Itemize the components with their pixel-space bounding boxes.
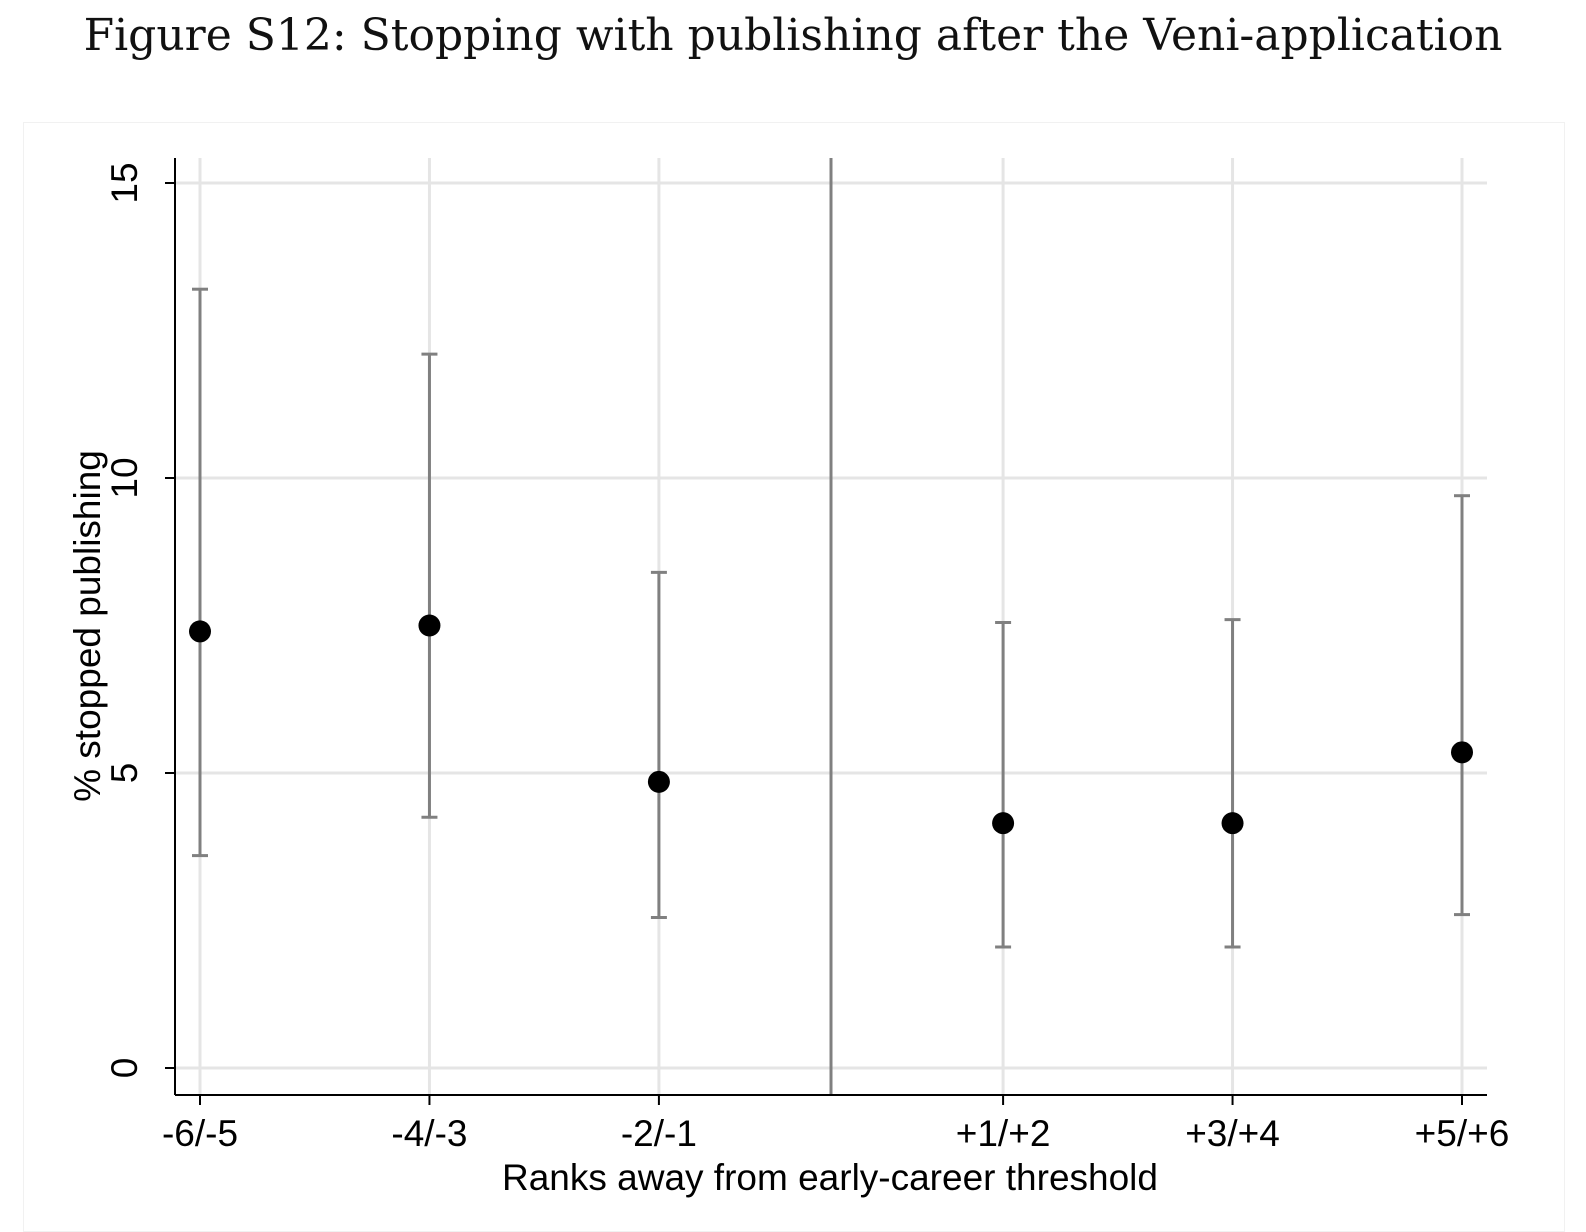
plot-panel bbox=[23, 122, 1565, 1232]
figure-title: Figure S12: Stopping with publishing aft… bbox=[83, 10, 1503, 61]
data-point bbox=[992, 812, 1015, 835]
axis-layer: 0 5 10 15 -6/-5 -4/-3 -2/-1 +1/+2 +3/+4 +5/+6 bbox=[104, 158, 1509, 1154]
y-tick-label: 5 bbox=[104, 763, 145, 784]
x-tick-label: -6/-5 bbox=[162, 1113, 238, 1154]
data-point bbox=[189, 620, 211, 643]
x-axis-label: Ranks away from early-career threshold bbox=[502, 1157, 1158, 1198]
x-tick-label: -4/-3 bbox=[391, 1113, 467, 1154]
y-axis-label: % stopped publishing bbox=[67, 450, 108, 802]
x-tick-label: +5/+6 bbox=[1415, 1113, 1510, 1154]
y-tick-label: 0 bbox=[104, 1058, 145, 1079]
data-point bbox=[647, 770, 670, 793]
y-tick-label: 10 bbox=[104, 457, 145, 498]
y-tick-label: 15 bbox=[104, 162, 145, 203]
x-tick-label: -2/-1 bbox=[621, 1113, 697, 1154]
data-point bbox=[418, 614, 441, 637]
point-layer bbox=[189, 614, 1473, 835]
x-tick-label: +1/+2 bbox=[956, 1113, 1051, 1154]
errorbar-layer bbox=[192, 287, 1470, 949]
data-point bbox=[1221, 812, 1244, 835]
x-tick-label: +3/+4 bbox=[1185, 1113, 1280, 1154]
data-point bbox=[1451, 741, 1473, 764]
